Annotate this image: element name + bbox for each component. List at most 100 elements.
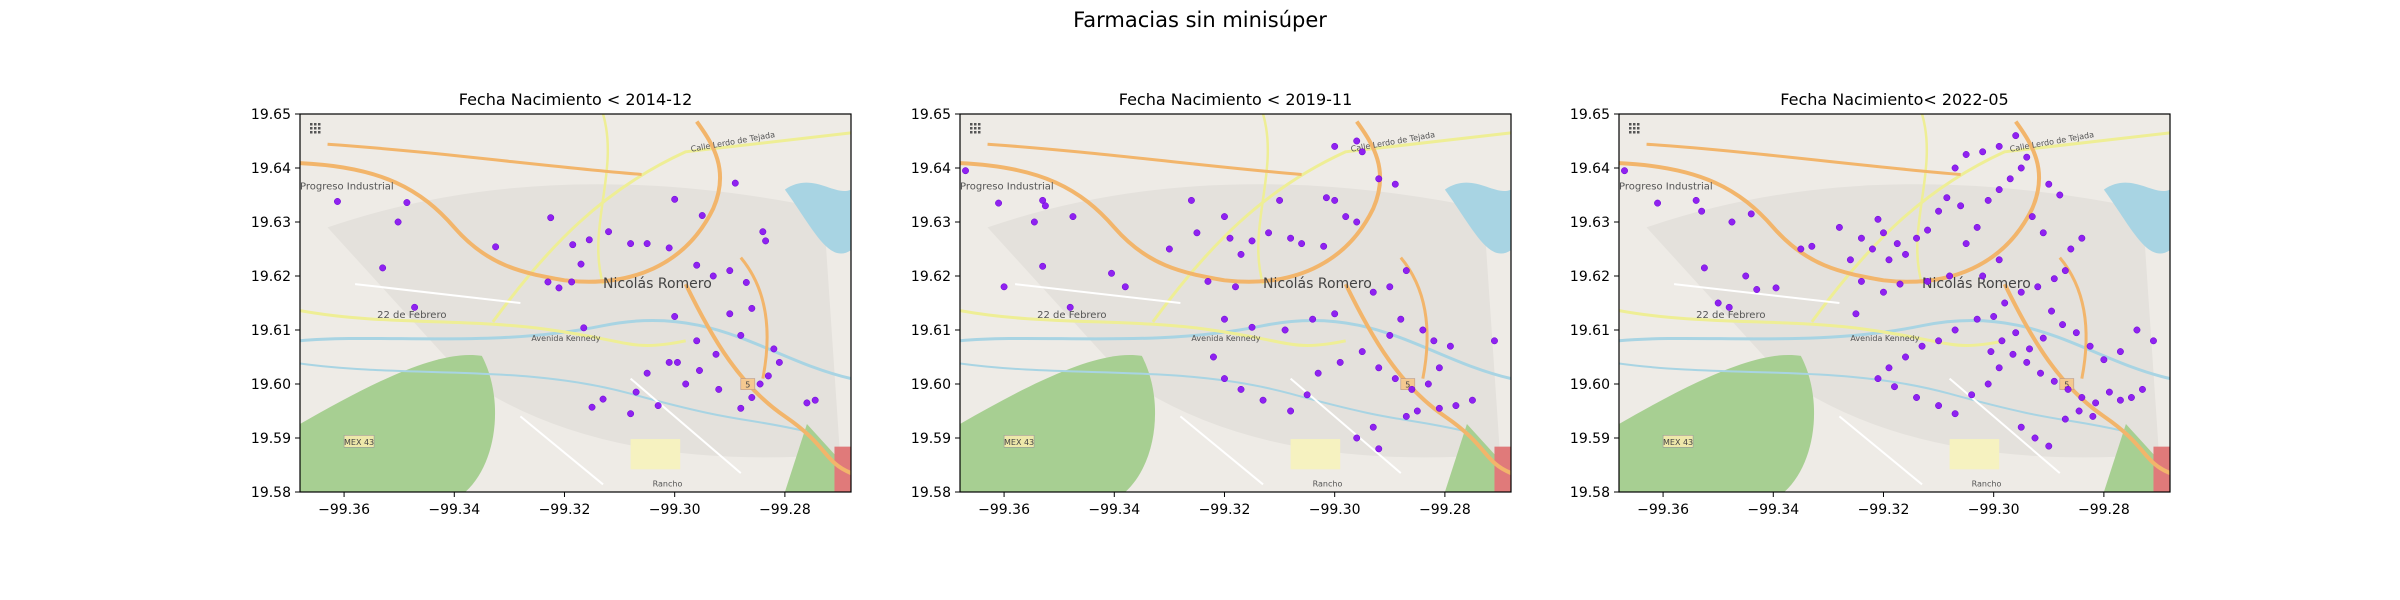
map-road-lerdo — [1810, 131, 2170, 323]
data-point — [1753, 286, 1761, 293]
data-point — [1747, 210, 1755, 218]
subplot-title: Fecha Nacimiento < 2019-11 — [1119, 90, 1353, 109]
scatter-points — [334, 179, 819, 418]
data-point — [643, 240, 651, 248]
map-road-main — [300, 120, 723, 284]
data-point — [334, 198, 341, 205]
data-point — [605, 228, 613, 236]
data-point — [2050, 275, 2058, 283]
data-point — [715, 385, 723, 393]
data-point — [1353, 137, 1361, 145]
data-point — [1331, 142, 1339, 150]
map-park-east — [784, 423, 840, 492]
map-grid-icon-dot — [978, 127, 981, 130]
data-point — [1995, 142, 2003, 150]
map-road-lerdo — [1151, 131, 1511, 323]
map-label-rancho: Rancho — [1972, 479, 2002, 488]
map-stream — [960, 362, 1468, 433]
data-point — [1165, 245, 1173, 253]
data-point — [748, 394, 756, 401]
data-point — [1237, 250, 1245, 258]
y-tick-label: 19.65 — [911, 107, 951, 123]
data-point — [1336, 358, 1344, 366]
data-point — [1968, 391, 1976, 399]
x-tick-label: −99.32 — [1858, 502, 1910, 518]
map-label-22-de-febrero: 22 de Febrero — [1037, 310, 1106, 321]
data-point — [2034, 283, 2042, 291]
map-label-avenida-kennedy: Avenida Kennedy — [1850, 334, 1919, 343]
data-point — [1193, 229, 1201, 237]
data-point — [1869, 245, 1876, 253]
data-point — [2100, 356, 2108, 364]
data-point — [2078, 234, 2086, 242]
data-point — [1000, 283, 1008, 291]
map-label-nicolas-romero: Nicolás Romero — [603, 276, 712, 292]
y-tick-label: 19.61 — [911, 323, 951, 339]
data-point — [2028, 213, 2036, 221]
data-point — [1039, 196, 1047, 204]
map-label-rancho: Rancho — [1313, 479, 1343, 488]
data-point — [775, 358, 783, 366]
y-tick-label: 19.59 — [251, 431, 291, 447]
data-point — [1108, 269, 1115, 277]
scatter-points — [1621, 132, 2157, 450]
map-grid-icon — [970, 123, 981, 134]
map-shield-mex43 — [1662, 434, 1694, 448]
data-point — [1331, 310, 1339, 318]
map-grid-icon-dot — [974, 127, 977, 130]
data-point — [1835, 223, 1843, 231]
data-point — [1984, 196, 1992, 204]
map-background — [300, 114, 851, 492]
map-grid-icon-dot — [318, 127, 321, 130]
map-grid-icon — [1629, 123, 1640, 134]
data-point — [709, 272, 717, 280]
data-point — [2064, 385, 2072, 393]
data-point — [1951, 164, 1959, 172]
map-reservoir — [2103, 182, 2170, 254]
panel-1: Progreso Industrial Nicolás Romero 22 de F… — [251, 90, 852, 518]
map-road-east — [2058, 256, 2088, 379]
map-label-shield-5: 5 — [745, 381, 750, 390]
data-point — [1984, 380, 1992, 388]
data-point — [1880, 288, 1887, 296]
map-grid-icon-dot — [978, 131, 981, 134]
data-point — [2086, 342, 2094, 350]
data-point — [1692, 196, 1700, 204]
data-point — [1314, 369, 1322, 377]
map-background — [1619, 114, 2170, 492]
map-grid-icon-dot — [318, 123, 321, 126]
data-point — [1430, 337, 1438, 345]
data-point — [1419, 326, 1427, 334]
data-point — [2017, 164, 2025, 172]
data-point — [1309, 315, 1317, 323]
map-label-rancho: Rancho — [653, 479, 683, 488]
data-point — [726, 267, 734, 275]
data-point — [1353, 434, 1361, 442]
data-point — [1913, 234, 1920, 242]
data-point — [1714, 299, 1722, 307]
data-point — [1030, 218, 1038, 226]
subplot-title: Fecha Nacimiento < 2014-12 — [459, 90, 693, 109]
data-point — [1995, 186, 2003, 194]
data-point — [1435, 364, 1443, 372]
data-point — [1408, 385, 1416, 393]
x-tick-label: −99.32 — [1199, 502, 1251, 518]
data-point — [1069, 213, 1077, 221]
data-point — [759, 228, 767, 236]
map-road-kennedy — [960, 309, 1347, 347]
data-point — [1700, 264, 1708, 272]
data-point — [762, 237, 770, 245]
data-point — [403, 199, 411, 207]
map-grid-icon-dot — [310, 127, 313, 130]
data-point — [1893, 240, 1901, 248]
map-grid-icon-dot — [1629, 127, 1632, 130]
data-point — [2031, 434, 2039, 442]
x-tick-label: −99.30 — [649, 502, 701, 518]
map-grid-icon-dot — [970, 127, 973, 130]
map-label-mex43: MEX 43 — [1004, 438, 1034, 447]
map-grid-icon-dot — [318, 131, 321, 134]
map-label-mex43: MEX 43 — [344, 438, 374, 447]
map-road-south — [1343, 283, 1511, 475]
data-point — [2037, 369, 2044, 377]
x-tick-label: −99.28 — [2078, 502, 2130, 518]
